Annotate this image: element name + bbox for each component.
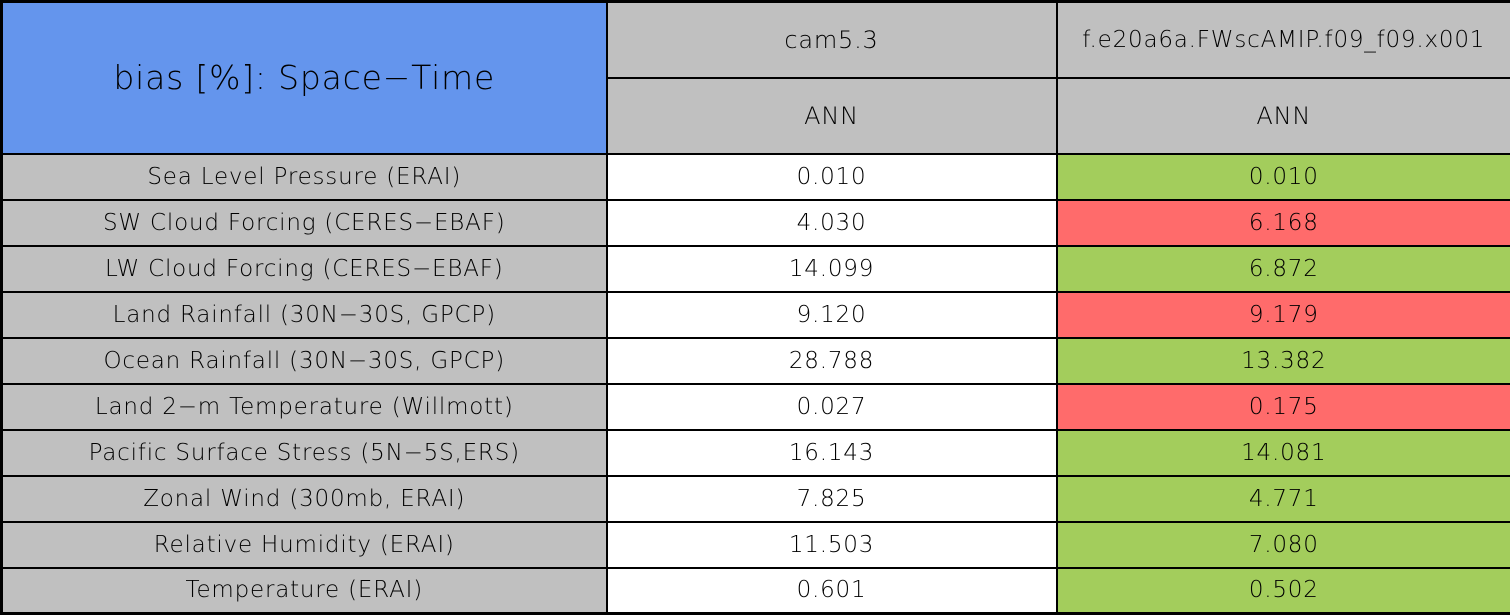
value-test-run: 6.168 [1057,200,1510,246]
season-header-control: ANN [607,78,1057,154]
metric-label: LW Cloud Forcing (CERES−EBAF) [2,246,607,292]
value-test-run: 6.872 [1057,246,1510,292]
value-control-run: 4.030 [607,200,1057,246]
value-test-run: 13.382 [1057,338,1510,384]
value-control-run: 16.143 [607,430,1057,476]
column-header-control-run: cam5.3 [607,2,1057,78]
metric-label: Land 2−m Temperature (Willmott) [2,384,607,430]
value-control-run: 0.027 [607,384,1057,430]
value-test-run: 7.080 [1057,522,1510,568]
value-control-run: 14.099 [607,246,1057,292]
metric-label: SW Cloud Forcing (CERES−EBAF) [2,200,607,246]
value-test-run: 4.771 [1057,476,1510,522]
value-test-run: 0.010 [1057,154,1510,200]
value-control-run: 7.825 [607,476,1057,522]
value-control-run: 9.120 [607,292,1057,338]
value-control-run: 11.503 [607,522,1057,568]
metric-label: Zonal Wind (300mb, ERAI) [2,476,607,522]
column-header-test-run: f.e20a6a.FWscAMIP.f09_f09.x001 [1057,2,1510,78]
value-control-run: 28.788 [607,338,1057,384]
value-test-run: 0.175 [1057,384,1510,430]
metric-label: Temperature (ERAI) [2,568,607,614]
value-control-run: 0.010 [607,154,1057,200]
metric-label: Ocean Rainfall (30N−30S, GPCP) [2,338,607,384]
value-control-run: 0.601 [607,568,1057,614]
season-header-test: ANN [1057,78,1510,154]
table-row: Pacific Surface Stress (5N−5S,ERS)16.143… [2,430,1510,476]
value-test-run: 0.502 [1057,568,1510,614]
header-row-runs: bias [%]: Space−Time cam5.3 f.e20a6a.FWs… [2,2,1510,78]
value-test-run: 9.179 [1057,292,1510,338]
metric-label: Relative Humidity (ERAI) [2,522,607,568]
metric-label: Pacific Surface Stress (5N−5S,ERS) [2,430,607,476]
table-title: bias [%]: Space−Time [2,2,607,154]
metric-label: Sea Level Pressure (ERAI) [2,154,607,200]
value-test-run: 14.081 [1057,430,1510,476]
metric-label: Land Rainfall (30N−30S, GPCP) [2,292,607,338]
